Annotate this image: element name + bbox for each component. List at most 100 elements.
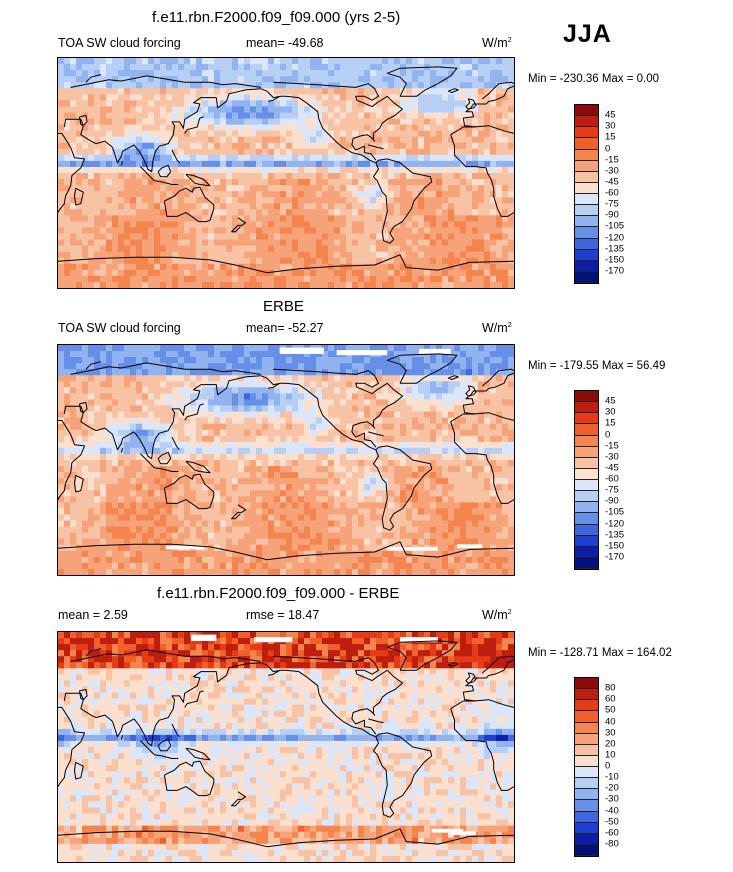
field-cell (352, 106, 359, 114)
field-cell (460, 166, 467, 174)
field-cell (502, 484, 509, 491)
field-cell (160, 263, 167, 271)
field-cell (190, 423, 197, 431)
field-cell (208, 100, 215, 108)
field-cell (148, 166, 155, 174)
field-cell (400, 484, 407, 491)
field-cell (88, 257, 95, 265)
field-cell (82, 460, 89, 467)
field-cell (250, 239, 257, 247)
field-cell (334, 435, 341, 443)
field-cell (88, 411, 95, 419)
field-cell (70, 387, 77, 395)
field-cell (58, 357, 65, 364)
field-cell (196, 112, 203, 120)
field-cell (490, 179, 497, 186)
field-cell (154, 357, 161, 364)
field-cell (274, 160, 281, 168)
field-cell (328, 173, 335, 180)
field-cell (460, 173, 467, 180)
field-cell (316, 490, 323, 497)
field-cell (154, 197, 161, 204)
field-cell (352, 154, 359, 162)
field-cell (232, 179, 239, 186)
field-cell (376, 423, 383, 431)
field-cell (82, 435, 89, 443)
field-cell (412, 233, 419, 241)
field-cell (76, 447, 83, 455)
field-cell (76, 269, 83, 277)
field-cell (364, 245, 371, 253)
field-cell (196, 417, 203, 425)
field-cell (418, 106, 425, 114)
field-cell (490, 100, 497, 108)
field-cell (352, 472, 359, 479)
field-cell (310, 179, 317, 186)
field-cell (136, 369, 143, 376)
field-cell (298, 221, 305, 229)
field-cell (418, 251, 425, 259)
field-cell (334, 64, 341, 71)
field-cell (406, 88, 413, 95)
field-cell (172, 148, 179, 156)
field-cell (436, 233, 443, 241)
field-cell (286, 417, 293, 425)
field-cell (154, 58, 161, 65)
field-cell (430, 94, 437, 101)
field-cell (178, 136, 185, 144)
field-cell (442, 375, 449, 382)
field-cell (172, 460, 179, 467)
field-cell (508, 269, 514, 277)
field-cell (232, 417, 239, 425)
field-cell (196, 345, 203, 352)
field-cell (154, 435, 161, 443)
field-cell (310, 185, 317, 192)
field-cell (280, 64, 287, 71)
field-cell (460, 142, 467, 150)
field-cell (412, 76, 419, 83)
field-cell (88, 472, 95, 479)
field-cell (304, 357, 311, 364)
field-cell (136, 118, 143, 126)
field-cell (112, 351, 119, 358)
field-cell (226, 82, 233, 89)
field-cell (256, 447, 263, 455)
field-cell (184, 209, 191, 216)
field-cell (190, 100, 197, 108)
field-cell (442, 263, 449, 271)
field-cell (406, 203, 413, 210)
field-cell (496, 239, 503, 247)
field-cell (442, 197, 449, 204)
field-cell (340, 466, 347, 473)
field-cell (244, 154, 251, 162)
field-cell (106, 251, 113, 259)
field-cell (484, 251, 491, 259)
field-cell (322, 209, 329, 216)
field-cell (238, 154, 245, 162)
field-cell (286, 423, 293, 431)
field-cell (148, 275, 155, 283)
field-cell (268, 411, 275, 419)
field-cell (400, 411, 407, 419)
colorbar-swatch (575, 227, 598, 239)
field-cell (130, 197, 137, 204)
field-cell (70, 435, 77, 443)
field-cell (388, 94, 395, 101)
field-cell (136, 173, 143, 180)
field-cell (88, 82, 95, 89)
field-cell (412, 447, 419, 455)
field-cell (70, 76, 77, 83)
field-cell (226, 502, 233, 510)
field-cell (358, 251, 365, 259)
field-cell (184, 239, 191, 247)
field-cell (430, 399, 437, 407)
field-cell (298, 460, 305, 467)
field-cell (454, 263, 461, 271)
field-cell (88, 88, 95, 95)
field-cell (100, 221, 107, 229)
field-cell (424, 88, 431, 95)
field-cell (178, 275, 185, 283)
field-cell (298, 435, 305, 443)
field-cell (298, 411, 305, 419)
coastline (268, 95, 280, 102)
